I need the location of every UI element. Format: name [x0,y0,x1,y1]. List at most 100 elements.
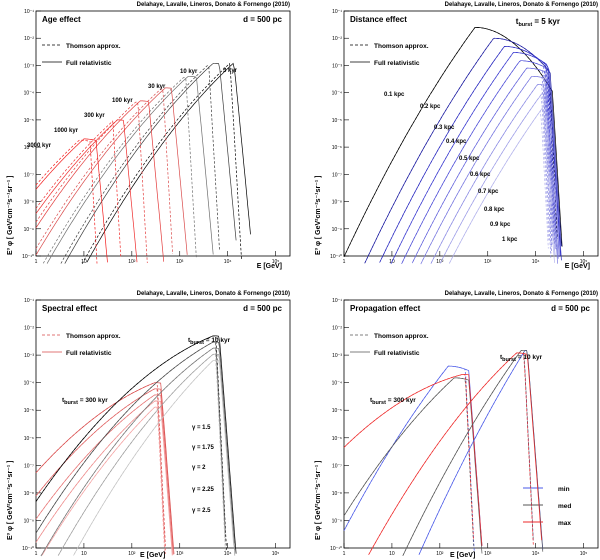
label-sub: burst [502,357,516,363]
y-tick-label: 10⁻⁵ [24,408,34,414]
curves [343,27,563,265]
y-axis-label: E³ φ [ GeV²cm⁻²s⁻¹sr⁻¹ ] [315,461,322,541]
curve-thomson [343,374,474,540]
curve-full [40,347,236,557]
curve-thomson [35,382,166,548]
curve-full [35,138,108,263]
curve-thomson [379,46,556,263]
series-labels: 3 kyr 10 kyr 30 kyr 100 kyr 300 kyr 1000… [27,68,238,149]
y-tick-label: 10⁻⁴ [24,381,34,387]
x-tick-label: 10 [389,551,395,557]
legend-med-label: med [558,503,571,510]
curve-thomson [57,353,226,556]
x-axis-label: E [GeV] [257,263,282,270]
series-label: 0.2 kpc [420,104,441,110]
legend-full-label: Full relativistic [66,350,112,357]
curve-thomson [41,406,166,556]
y-tick-label: 10⁻³ [24,353,34,359]
panel-annotation: d = 500 pc [243,15,282,24]
legend-full-label: Full relativistic [66,60,112,67]
curve-thomson [35,335,227,552]
curve-full [35,400,173,550]
gamma-label: γ = 2.5 [192,508,211,514]
y-tick-label: 10⁻⁶ [332,145,342,151]
y-tick-label: 10⁻⁷ [332,463,342,469]
y-tick-label: 10⁻¹ [332,298,342,304]
group-label-young: tburst = 10 kyr [188,337,231,346]
y-tick-label: 10⁻⁵ [332,118,342,124]
x-tick-label: 1 [343,259,346,265]
curve-thomson [343,27,558,258]
gamma-label: γ = 1.75 [192,445,215,451]
panel-title: Distance effect [350,15,407,24]
group-label-old: tburst = 300 kyr [370,397,416,406]
y-tick-label: 10⁻⁴ [332,91,342,97]
x-tick-label: 10 [81,551,87,557]
curve-full [448,107,555,264]
legend-full-label: Full relativistic [374,350,420,357]
x-tick-label: 10² [128,551,136,557]
label-rest: = 300 kyr [386,397,416,404]
legend: Thomson approx. Full relativistic min me… [350,333,571,527]
x-tick-label: 10³ [176,551,184,557]
x-tick-label: 10 [81,259,87,265]
curve-thomson [35,394,166,543]
y-tick-label: 10⁻² [332,36,342,42]
legend: Thomson approx. Full relativistic [42,333,121,357]
curve-full [439,91,556,264]
curve-thomson [42,77,197,264]
curve-thomson [35,139,98,264]
curve-full [41,406,173,556]
curve-thomson [430,84,552,263]
curve-thomson [40,347,226,557]
curve-thomson [420,75,552,265]
panel-credit: Delahaye, Lavalle, Lineros, Donato & For… [137,291,290,297]
x-tick-label: 10⁵ [272,551,280,557]
y-axis-label: E³ φ [ GeV²cm⁻²s⁻¹sr⁻¹ ] [7,461,14,541]
curve-thomson [343,365,475,555]
panel-credit: Delahaye, Lavalle, Lineros, Donato & For… [445,2,598,8]
x-tick-label: 10² [128,259,136,265]
y-tick-label: 10⁻² [332,326,342,332]
y-tick-label: 10⁻⁴ [332,381,342,387]
label-sub: burst [190,340,204,346]
y-tick-label: 10⁻⁹ [24,227,34,233]
panel-annotation: d = 500 pc [551,304,590,313]
y-tick-label: 10⁻¹⁰ [22,546,34,552]
curve-full [401,60,560,264]
curve-full [430,84,557,264]
curve-full [64,62,237,264]
y-tick-label: 10⁻⁹ [332,227,342,233]
panel-distance-effect: Delahaye, Lavalle, Lineros, Donato & For… [315,2,599,270]
legend-full-label: Full relativistic [374,60,420,67]
curve-full [58,353,236,556]
curve-thomson [368,352,534,555]
axis-ticks: 1 10 10² 10³ 10⁴ 10⁵ 10⁻¹⁰ 10⁻⁹ 10⁻⁸ 10⁻⁷ 10⁻⁶ 10⁻⁵… [330,298,587,557]
x-tick-label: 10⁴ [224,551,232,557]
y-tick-label: 10⁻⁸ [24,200,34,206]
label-sub: burst [64,400,78,406]
x-tick-label: 10³ [484,551,492,557]
curve-thomson [81,62,242,264]
series-label: 0.3 kpc [434,125,455,131]
label-rest: = 10 kyr [204,337,231,344]
curve-full [343,365,483,546]
plot-frame [343,299,599,549]
y-tick-label: 10⁻³ [24,63,34,69]
curve-full [86,62,251,263]
x-tick-label: 10⁴ [532,259,540,265]
x-tick-label: 10³ [484,259,492,265]
series-label: 0.6 kpc [470,172,491,178]
curve-full [411,67,559,264]
label-main: t [500,354,503,361]
series-label: 1 kpc [502,237,518,243]
y-tick-label: 10⁻⁸ [332,491,342,497]
curves [35,335,237,557]
panel-title: Propagation effect [350,304,421,313]
legend-thomson-label: Thomson approx. [374,43,429,50]
label-rest: = 10 kyr [516,354,543,361]
curve-full [418,349,544,555]
x-tick-label: 10⁵ [272,259,280,265]
curve-full [364,37,562,264]
